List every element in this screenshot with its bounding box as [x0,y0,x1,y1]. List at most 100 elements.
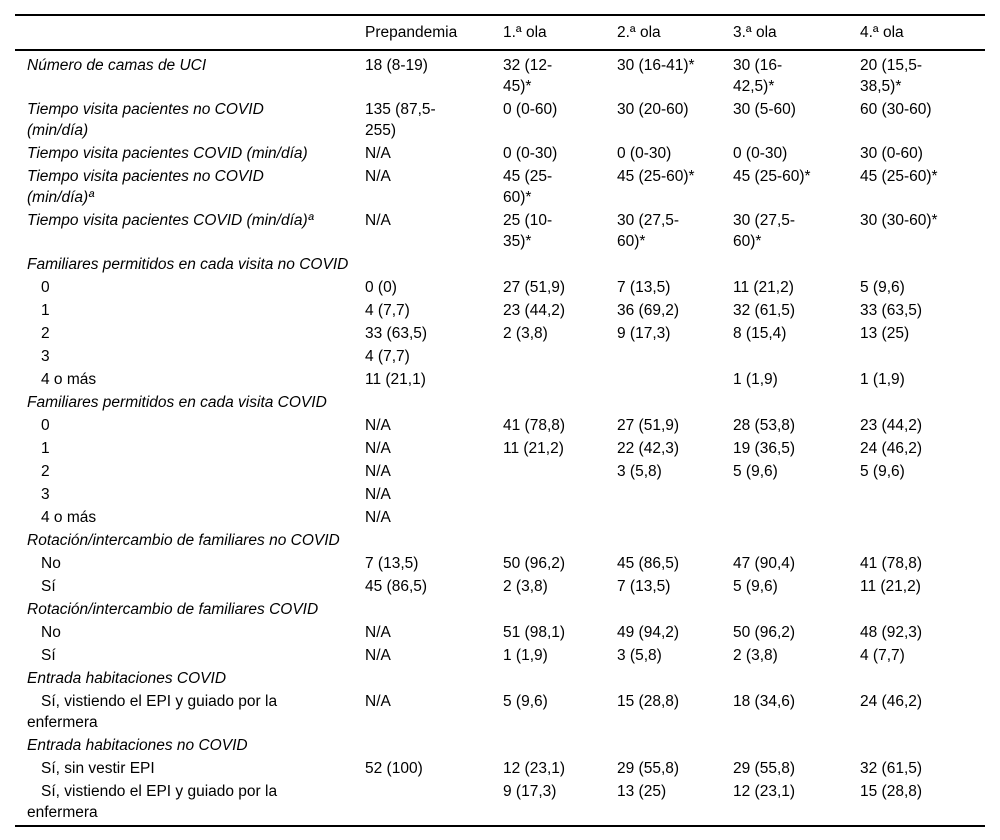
column-header-ola-4: 4.ª ola [860,15,985,51]
cell-value: 1 (1,9) [733,371,778,388]
table-row: 3 N/A [15,484,985,507]
table-cell: 30 (16-41)* [617,50,733,99]
table-cell: 22 (42,3) [617,438,733,461]
row-label: 2 [41,463,50,480]
row-label-cell: 1 [15,300,365,323]
row-section-label: Familiares permitidos en cada visita COV… [27,394,327,411]
cell-value: 36 (69,2) [617,302,680,319]
cell-value: 11 (21,2) [860,578,921,595]
table-cell: 1 (1,9) [733,369,860,392]
table-cell: 30 (30-60)* [860,210,985,254]
cell-value: N/A [365,647,391,664]
cell-value: 30 (5-60) [733,101,796,118]
table-cell: 27 (51,9) [617,415,733,438]
table-cell: 3 (5,8) [617,461,733,484]
table-cell: 11 (21,1) [365,369,503,392]
table-row: 1 N/A 11 (21,2) 22 (42,3) 19 (36,5) 24 (46,2) [15,438,985,461]
table-cell: 41 (78,8) [503,415,617,438]
row-label-cell: 3 [15,484,365,507]
table-row: 2 33 (63,5) 2 (3,8) 9 (17,3) 8 (15,4) 13 (25) [15,323,985,346]
cell-value: 7 (13,5) [365,555,419,572]
cell-value: 32 (12-45)* [503,57,553,95]
cell-value: 0 (0) [365,279,397,296]
table-cell: 1 (1,9) [860,369,985,392]
cell-value: 45 (25-60)* [617,168,695,185]
row-label-cell: Tiempo visita pacientes COVID (min/día)ª [15,210,365,254]
cell-value: N/A [365,463,391,480]
table-row: 0 0 (0) 27 (51,9) 7 (13,5) 11 (21,2) 5 (9,6) [15,277,985,300]
table-cell: 7 (13,5) [617,277,733,300]
row-section-label: Entrada habitaciones COVID [27,670,227,687]
cell-value: N/A [365,624,391,641]
table-cell: 5 (9,6) [733,461,860,484]
row-label-cell: Tiempo visita pacientes no COVID (min/dí… [15,166,365,210]
cell-value: 33 (63,5) [860,302,923,319]
table-cell: 18 (8-19) [365,50,503,99]
cell-value: 19 (36,5) [733,440,796,457]
table-row: Rotación/intercambio de familiares no CO… [15,530,985,553]
table-cell [503,346,617,369]
table-cell: 25 (10-35)* [503,210,617,254]
cell-value: 45 (86,5) [617,555,680,572]
table-cell [860,346,985,369]
table-row: Sí, sin vestir EPI 52 (100) 12 (23,1) 29 (5… [15,758,985,781]
cell-value: 30 (16-41)* [617,57,695,74]
cell-value: N/A [365,168,391,185]
row-section-label: Entrada habitaciones no COVID [27,737,248,754]
table-cell [617,346,733,369]
table-row: Tiempo visita pacientes COVID (min/día) N… [15,143,985,166]
cell-value: 24 (46,2) [860,693,923,710]
table-cell: 5 (9,6) [733,576,860,599]
table-cell: N/A [365,691,503,735]
cell-value: 49 (94,2) [617,624,680,641]
row-label-cell: Número de camas de UCI [15,50,365,99]
table-row: Familiares permitidos en cada visita COV… [15,392,985,415]
table-cell: 0 (0-30) [733,143,860,166]
cell-value: 50 (96,2) [733,624,796,641]
cell-value: 15 (28,8) [860,783,923,800]
row-label: Sí [41,578,56,595]
row-label: 2 [41,325,50,342]
row-label-cell: No [15,553,365,576]
header-row: Prepandemia 1.ª ola 2.ª ola 3.ª ola 4.ª … [15,15,985,51]
row-label: Número de camas de UCI [27,57,207,74]
row-label: Tiempo visita pacientes no COVID (min/dí… [27,168,264,206]
table-cell: 45 (25-60)* [503,166,617,210]
cell-value: 7 (13,5) [617,578,671,595]
cell-value: 28 (53,8) [733,417,796,434]
table-cell [860,507,985,530]
table-cell: 45 (86,5) [365,576,503,599]
row-label: Sí, vistiendo el EPI y guiado por la enf… [27,783,278,821]
row-section-label: Rotación/intercambio de familiares no CO… [27,532,340,549]
cell-value: 2 (3,8) [503,578,548,595]
cell-value: 30 (30-60)* [860,212,938,229]
table-cell: 36 (69,2) [617,300,733,323]
cell-value: 12 (23,1) [733,783,796,800]
cell-value: 51 (98,1) [503,624,566,641]
cell-value: 45 (25-60)* [503,168,553,206]
table-cell [503,369,617,392]
table-cell: 7 (13,5) [365,553,503,576]
table-cell: 2 (3,8) [503,576,617,599]
table-row: 1 4 (7,7) 23 (44,2) 36 (69,2) 32 (61,5) 33 (6… [15,300,985,323]
table-row: 2 N/A 3 (5,8) 5 (9,6) 5 (9,6) [15,461,985,484]
cell-value: 4 (7,7) [365,348,410,365]
cell-value: 18 (34,6) [733,693,796,710]
row-label-cell: 2 [15,323,365,346]
table-cell: 30 (27,5-60)* [733,210,860,254]
column-header-ola-3: 3.ª ola [733,15,860,51]
table-cell: 135 (87,5-255) [365,99,503,143]
table-cell: 50 (96,2) [503,553,617,576]
table-cell: 32 (61,5) [860,758,985,781]
table-cell: 5 (9,6) [860,277,985,300]
table-cell: 28 (53,8) [733,415,860,438]
row-label-cell: Sí [15,576,365,599]
table-cell: 2 (3,8) [503,323,617,346]
table-cell: 12 (23,1) [503,758,617,781]
cell-value: 20 (15,5-38,5)* [860,57,923,95]
table-cell: N/A [365,622,503,645]
table-row: Sí, vistiendo el EPI y guiado por la enf… [15,781,985,826]
table-cell: 45 (25-60)* [617,166,733,210]
table-cell: 1 (1,9) [503,645,617,668]
cell-value: 24 (46,2) [860,440,923,457]
